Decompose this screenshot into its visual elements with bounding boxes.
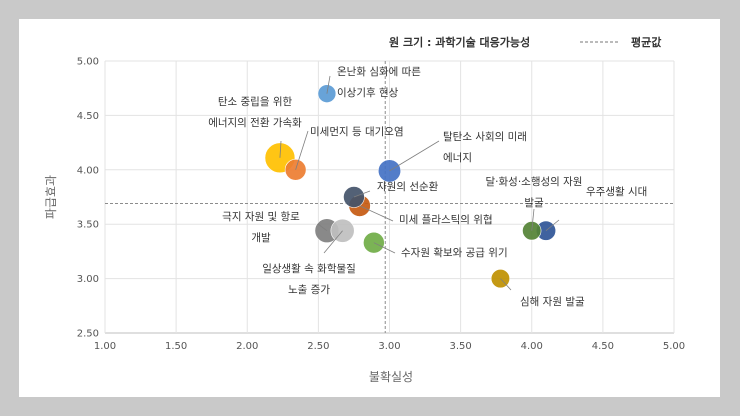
point-label: 수자원 확보와 공급 위기 bbox=[401, 246, 508, 259]
point-label: 극지 자원 및 항로 bbox=[222, 211, 300, 223]
x-tick-label: 3.50 bbox=[449, 341, 471, 352]
x-tick-label: 3.00 bbox=[378, 341, 400, 352]
x-tick-label: 4.50 bbox=[592, 341, 614, 352]
y-tick-label: 3.00 bbox=[77, 274, 99, 285]
y-tick-label: 5.00 bbox=[77, 57, 99, 68]
label-leader-line bbox=[317, 223, 328, 232]
y-tick-label: 4.50 bbox=[77, 111, 99, 122]
point-label: 심해 자원 발굴 bbox=[520, 295, 585, 308]
x-tick-label: 1.00 bbox=[94, 341, 116, 352]
x-tick-label: 1.50 bbox=[165, 341, 187, 352]
point-label: 미세 플라스틱의 위협 bbox=[399, 213, 493, 226]
label-leader-line bbox=[500, 278, 512, 291]
label-leader-line bbox=[545, 219, 560, 232]
label-leader-line bbox=[389, 140, 440, 172]
label-leader-line bbox=[531, 208, 535, 231]
point-label: 노출 증가 bbox=[288, 284, 330, 296]
gridlines bbox=[104, 60, 675, 334]
point-label: 일상생활 속 화학물질 bbox=[262, 262, 356, 275]
y-tick-label: 2.50 bbox=[77, 329, 99, 340]
legend-average: 평균값 bbox=[631, 35, 661, 49]
label-leader-line bbox=[279, 140, 282, 158]
axis-ticks: 2.50 3.00 3.50 4.00 4.50 5.00 1.00 1.50 2.00 2.50… bbox=[77, 57, 685, 353]
x-tick-label: 2.00 bbox=[236, 341, 258, 352]
legend-bubble-size: 원 크기 : 과학기술 대응가능성 bbox=[389, 35, 530, 49]
y-axis-title: 파급효과 bbox=[44, 175, 58, 219]
point-label: 탄소 중립을 위한 bbox=[218, 95, 293, 108]
point-label: 우주생활 시대 bbox=[586, 185, 647, 198]
point-label: 에너지 bbox=[443, 152, 472, 164]
x-tick-label: 2.50 bbox=[307, 341, 329, 352]
label-leader-line bbox=[323, 230, 343, 254]
point-label: 달·화성·소행성의 자원 bbox=[486, 176, 583, 188]
point-label: 자원의 선순환 bbox=[377, 181, 439, 193]
x-tick-label: 4.00 bbox=[521, 341, 543, 352]
label-leader-line bbox=[353, 190, 371, 198]
bubbles bbox=[264, 84, 557, 289]
x-tick-label: 5.00 bbox=[663, 341, 685, 352]
label-leader-line bbox=[373, 242, 396, 254]
point-label: 이상기후 현상 bbox=[337, 87, 399, 99]
point-label: 온난화 심화에 따른 bbox=[337, 66, 421, 78]
y-tick-label: 4.00 bbox=[77, 165, 99, 176]
x-axis-title: 불확실성 bbox=[369, 370, 413, 384]
average-lines bbox=[105, 61, 674, 333]
label-leader-line bbox=[359, 205, 394, 222]
label-leader-line bbox=[326, 75, 331, 94]
label-leader-line bbox=[295, 130, 309, 170]
point-label: 발굴 bbox=[524, 197, 544, 209]
point-label: 탈탄소 사회의 미래 bbox=[443, 130, 527, 143]
point-label: 개발 bbox=[251, 232, 271, 244]
point-label: 미세먼지 등 대기오염 bbox=[310, 126, 404, 138]
y-tick-label: 3.50 bbox=[77, 220, 99, 231]
point-label: 에너지의 전환 가속화 bbox=[208, 117, 302, 129]
